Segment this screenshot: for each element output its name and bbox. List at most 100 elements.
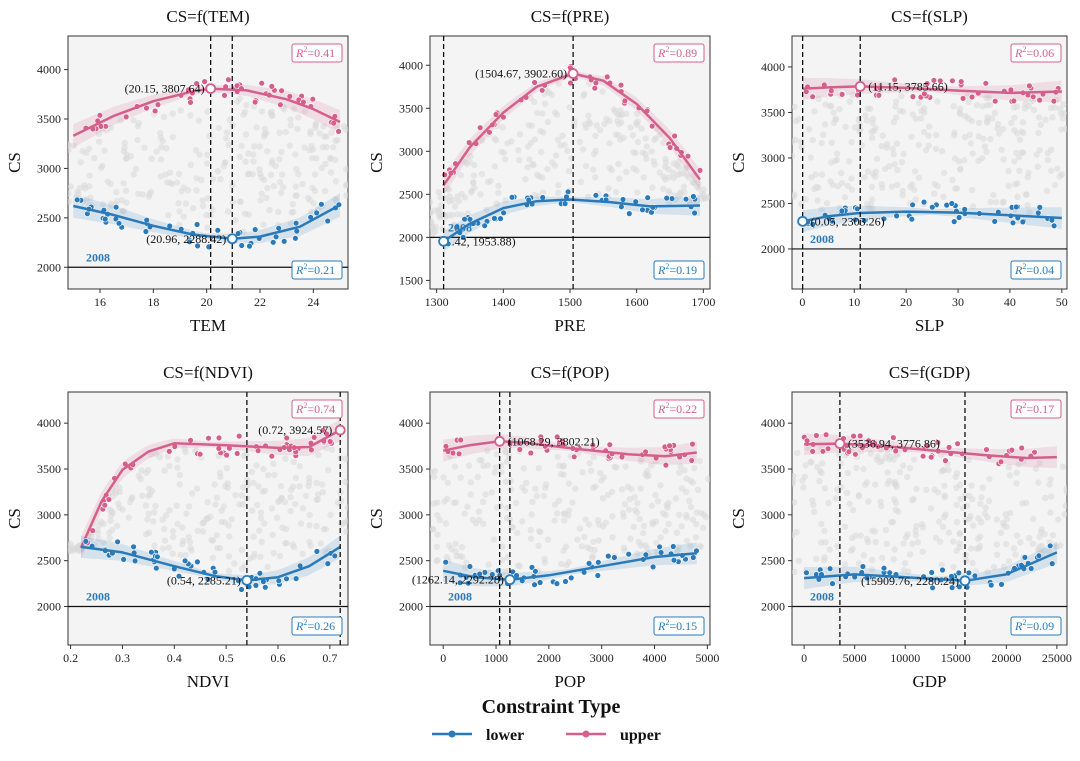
background-point [533,109,541,117]
background-point [544,536,552,543]
background-point [1046,481,1053,488]
upper-point [648,122,656,130]
background-point [650,157,657,165]
r2-exponent: 2 [303,401,307,410]
background-point [209,537,217,544]
background-point [120,148,128,155]
background-point [848,139,855,146]
background-point [649,184,656,191]
background-point [938,148,946,155]
background-point [248,468,256,476]
background-point [589,552,596,560]
background-point [686,497,693,504]
lower-r2-badge: R2=0.21 [291,260,343,280]
lower-point [442,558,449,566]
background-point [461,194,469,201]
x-tick-label: 0.5 [219,651,234,665]
lower-key-point-label: .42, 1953.88) [452,234,516,248]
background-point [986,101,994,109]
background-point [269,531,276,539]
background-point [1010,104,1017,111]
background-point [975,133,982,140]
background-point [1036,146,1044,154]
upper-r2-badge: R2=0.06 [1010,43,1062,63]
r2-badge-box [653,399,705,419]
background-point [482,491,489,498]
background-point [502,447,509,455]
upper-point [942,457,949,464]
background-point [218,518,225,526]
background-point [508,138,515,145]
background-point [141,144,148,151]
background-point [343,166,348,173]
background-point [1059,463,1067,470]
background-point [838,169,845,177]
background-point [267,171,275,179]
lower-point [1035,552,1043,559]
upper-point [101,502,109,509]
background-point [292,151,299,158]
background-point [882,527,890,534]
lower-point [73,196,81,204]
background-point [212,501,219,508]
background-point [993,551,1001,558]
background-point [998,146,1005,153]
background-point [926,123,933,130]
background-point [163,145,170,152]
background-point [185,503,193,510]
background-point [822,101,829,108]
background-point [254,501,261,509]
background-point [68,183,75,190]
background-point [492,137,500,144]
background-point [935,489,942,496]
upper-point [991,97,999,105]
background-point [940,193,947,200]
y-tick-label: 2500 [761,196,785,210]
lower-point [642,551,650,558]
upper-points [442,433,696,469]
background-point [161,537,169,544]
background-point [601,120,608,128]
background-point [204,108,211,115]
r2-exponent: 2 [1022,45,1026,54]
background-point [586,120,594,127]
upper-point [1031,449,1038,456]
background-point [257,197,264,204]
lower-point [292,220,300,227]
background-point [470,172,478,179]
background-point [225,567,233,575]
background-point [225,553,233,560]
background-point [306,522,313,529]
background-point [692,534,700,541]
background-point [279,184,287,191]
upper-r2-badge: R2=0.22 [653,399,705,419]
background-point [119,208,126,215]
background-point [919,524,927,531]
background-point [319,144,326,151]
background-point [139,492,146,499]
background-point [257,515,265,522]
x-tick-label: 0.2 [63,651,78,665]
background-point [849,506,857,514]
background-point [909,540,916,547]
background-point [586,521,593,528]
r2-badge-box [653,616,705,636]
background-point [76,184,84,192]
background-point [1034,163,1042,170]
lower-point [809,221,816,228]
panel-title: CS=f(NDVI) [163,363,253,382]
lower-point [1050,222,1058,230]
panel-slp: (11.15, 3785.66)(0.05, 2303.26)2008R2=0.… [729,7,1068,335]
background-point [696,457,703,464]
background-point [122,155,130,162]
background-point [962,492,969,499]
background-point [531,136,538,143]
background-point [437,194,444,201]
background-point [961,134,969,141]
background-point [846,500,853,508]
background-point [792,568,798,576]
background-point [503,458,511,465]
background-point [794,449,801,457]
background-point [915,141,922,149]
panel-title: CS=f(TEM) [166,7,249,26]
